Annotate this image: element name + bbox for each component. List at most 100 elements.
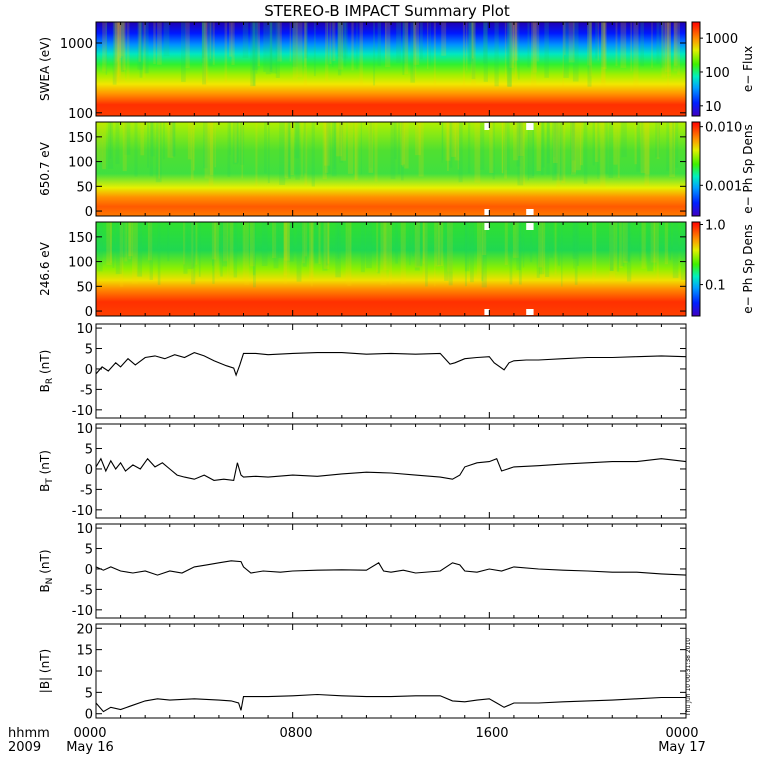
- spectrogram-texture: [263, 22, 266, 72]
- spectrogram-texture: [202, 22, 208, 88]
- spectrogram-texture: [420, 22, 423, 60]
- spectrogram-texture: [102, 122, 106, 170]
- spectrogram-texture: [425, 222, 428, 287]
- panel-pad246: 1.0 0.1 e− Ph Sp Dens 150 100 50 0 246.6 eV: [38, 218, 755, 320]
- colorbar-tick-label: 1.0: [705, 218, 726, 233]
- x-tick-label-1600: 1600: [475, 726, 508, 741]
- spectrogram-texture: [289, 22, 292, 62]
- spectrogram-texture: [669, 222, 671, 260]
- spectrogram-texture: [479, 122, 485, 170]
- spectrogram-texture: [433, 22, 436, 85]
- spectrogram-texture: [323, 222, 330, 269]
- spectrogram-texture: [112, 22, 117, 85]
- colorbar-pad650: [692, 122, 700, 216]
- spectrogram-texture: [183, 222, 186, 265]
- colorbar-tick-label: 1000: [705, 32, 738, 47]
- spectrogram-texture: [169, 122, 175, 157]
- spectrogram-texture: [672, 122, 675, 174]
- spectrogram-texture: [617, 122, 620, 178]
- spectrogram-texture: [441, 22, 447, 56]
- spectrogram-texture: [445, 122, 451, 161]
- spectrogram-texture: [568, 22, 575, 63]
- panel-br: 10 5 0 -5 -10 BR (nT): [38, 322, 687, 419]
- spectrogram-texture: [450, 122, 457, 157]
- spectrogram-texture: [512, 222, 519, 258]
- spectrogram-texture: [667, 22, 669, 87]
- spectrogram-texture: [458, 122, 463, 183]
- y-tick-label: -10: [72, 504, 93, 519]
- spectrogram-texture: [509, 222, 513, 285]
- spectrogram-texture: [669, 122, 676, 177]
- timestamp-stamp: Thu Jun 10 00:31:38 2010: [685, 638, 692, 717]
- spectrogram-texture: [214, 122, 216, 168]
- spectrogram-texture: [211, 222, 216, 260]
- colorbar-pad246: [692, 222, 700, 316]
- spectrogram-texture: [313, 22, 316, 77]
- spectrogram-texture: [410, 22, 415, 83]
- spectrogram-texture: [190, 122, 194, 181]
- panel-frame: [95, 323, 687, 419]
- trace-bmag: [95, 693, 686, 713]
- y-axis-label-pad650: 650.7 eV: [38, 141, 52, 196]
- y-tick-label: 10: [76, 322, 93, 337]
- y-axis-label-br: BR (nT): [38, 350, 55, 393]
- y-tick-label: 100: [68, 156, 93, 171]
- spectrogram-texture: [167, 222, 170, 262]
- spectrogram-texture: [531, 22, 537, 86]
- spectrogram-texture: [110, 222, 112, 263]
- y-tick-label: 50: [76, 280, 93, 295]
- spectrogram-texture: [252, 22, 259, 71]
- spectrogram-texture: [675, 122, 679, 168]
- spectrogram-texture: [483, 22, 488, 82]
- spectrogram-texture: [429, 22, 431, 66]
- spectrogram-texture: [609, 222, 615, 271]
- spectrogram-texture: [303, 122, 307, 174]
- spectrogram-texture: [222, 222, 228, 267]
- spectrogram-texture: [239, 122, 245, 165]
- spectrogram-texture: [204, 122, 209, 179]
- spectrogram-texture: [249, 222, 255, 267]
- spectrogram-texture: [158, 122, 161, 179]
- spectrogram-texture: [296, 222, 302, 282]
- x-tick-label-0000-start: 0000: [73, 726, 106, 741]
- spectrogram-texture: [322, 222, 328, 271]
- y-tick-label: 0: [85, 708, 93, 723]
- spectrogram-texture: [592, 122, 595, 166]
- spectrogram-texture: [554, 222, 557, 275]
- data-gap: [484, 123, 490, 130]
- spectrogram-texture: [426, 22, 429, 69]
- spectrogram-texture: [492, 122, 495, 180]
- y-tick-label: 5: [85, 543, 93, 558]
- trace-br: [95, 352, 687, 377]
- spectrogram-texture: [341, 22, 348, 59]
- panel-bn: 10 5 0 -5 -10 BN (nT): [38, 522, 687, 619]
- spectrogram-texture: [669, 222, 672, 261]
- data-gap: [484, 209, 490, 215]
- spectrogram-texture: [322, 122, 327, 180]
- spectrogram-texture: [404, 22, 409, 74]
- y-tick-label: 0: [85, 205, 93, 220]
- spectrogram-texture: [377, 222, 380, 274]
- spectrogram-texture: [283, 222, 288, 284]
- spectrogram-texture: [514, 22, 519, 61]
- spectrogram-texture: [546, 122, 550, 175]
- spectrogram-texture: [329, 22, 332, 65]
- spectrogram-texture: [576, 222, 580, 266]
- spectrogram-texture: [340, 122, 347, 161]
- spectrogram-texture: [633, 22, 639, 87]
- spectrogram-texture: [354, 122, 359, 181]
- spectrogram-texture: [325, 22, 329, 81]
- spectrogram-texture: [532, 22, 537, 73]
- spectrogram-texture: [597, 22, 599, 61]
- spectrogram-texture: [558, 222, 561, 266]
- spectrogram-texture: [366, 222, 372, 269]
- spectrogram-texture: [561, 122, 566, 184]
- spectrogram-texture: [573, 222, 575, 269]
- spectrogram-texture: [562, 22, 564, 87]
- spectrogram-texture: [368, 122, 374, 173]
- data-gap: [484, 309, 490, 315]
- spectrogram-texture: [413, 22, 417, 80]
- y-tick-label: 150: [68, 131, 93, 146]
